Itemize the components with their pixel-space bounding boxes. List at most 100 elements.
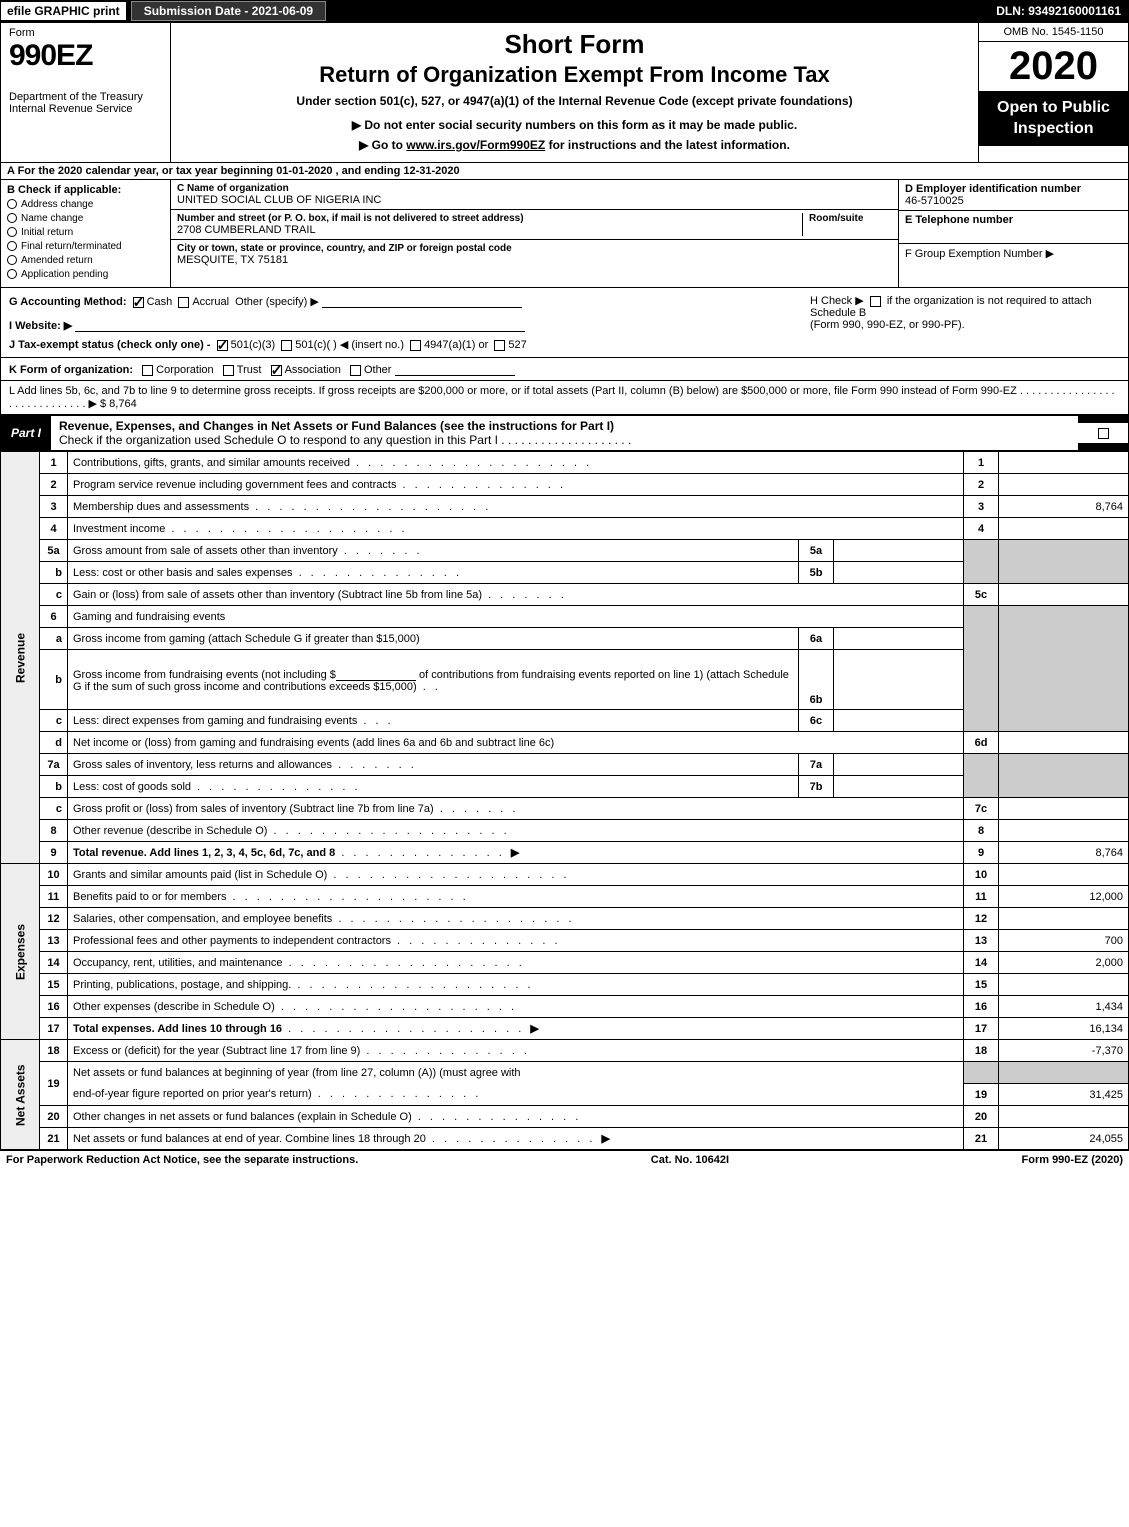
chk-501c3[interactable] [217,340,228,351]
line-1-value [999,452,1129,474]
line-8-value [999,820,1129,842]
line-3-value: 8,764 [999,496,1129,518]
form-number: 990EZ [9,39,162,73]
line-13-value: 700 [999,930,1129,952]
line-12-value [999,908,1129,930]
ein-value: 46-5710025 [905,195,1122,207]
chk-final-return[interactable]: Final return/terminated [7,241,164,252]
line-20-value [999,1106,1129,1128]
line-16-value: 1,434 [999,996,1129,1018]
col-b-checkboxes: B Check if applicable: Address change Na… [1,180,171,287]
city-state-zip: MESQUITE, TX 75181 [177,254,892,266]
line-5b-value [834,562,964,584]
line-6d-value [999,732,1129,754]
street-label: Number and street (or P. O. box, if mail… [177,213,802,224]
row-l: L Add lines 5b, 6c, and 7b to line 9 to … [0,381,1129,415]
line-19-value: 31,425 [999,1084,1129,1106]
chk-trust[interactable] [223,365,234,376]
open-public-inspection: Open to Public Inspection [979,92,1128,146]
line-6b-value [834,650,964,710]
efile-print-btn[interactable]: efile GRAPHIC print [0,1,127,21]
street-address: 2708 CUMBERLAND TRAIL [177,224,802,236]
part-1-header: Part I Revenue, Expenses, and Changes in… [0,415,1129,451]
line-14-value: 2,000 [999,952,1129,974]
chk-527[interactable] [494,340,505,351]
chk-schedule-o-part1[interactable] [1098,428,1109,439]
chk-address-change[interactable]: Address change [7,199,164,210]
revenue-label: Revenue [1,452,40,864]
part-1-label: Part I [1,423,51,443]
other-org-input[interactable] [395,362,515,376]
name-label: C Name of organization [177,183,892,194]
form-ref: Form 990-EZ (2020) [1022,1154,1124,1166]
website-input[interactable] [75,318,525,332]
line-5c-value [999,584,1129,606]
chk-other-org[interactable] [350,365,361,376]
line-4-value [999,518,1129,540]
h-block: H Check ▶ if the organization is not req… [810,294,1120,351]
dept-treasury: Department of the Treasury [9,91,162,103]
goto-link[interactable]: www.irs.gov/Form990EZ [406,138,545,152]
ein-label: D Employer identification number [905,183,1122,195]
chk-schedule-b-not-required[interactable] [870,296,881,307]
expenses-label: Expenses [1,864,40,1040]
6b-amount-input[interactable] [336,667,416,681]
chk-4947[interactable] [410,340,421,351]
chk-name-change[interactable]: Name change [7,213,164,224]
tax-year: 2020 [979,42,1128,92]
line-6a-value [834,628,964,650]
goto-line: ▶ Go to www.irs.gov/Form990EZ for instru… [181,138,968,152]
col-b-header: B Check if applicable: [7,184,164,196]
line-2-value [999,474,1129,496]
phone-label: E Telephone number [905,214,1122,226]
row-a-tax-year: A For the 2020 calendar year, or tax yea… [0,163,1129,180]
org-name: UNITED SOCIAL CLUB OF NIGERIA INC [177,194,892,206]
col-c-org-details: C Name of organization UNITED SOCIAL CLU… [171,180,898,287]
chk-accrual[interactable] [178,297,189,308]
lines-table: Revenue 1 Contributions, gifts, grants, … [0,451,1129,1150]
line-17-value: 16,134 [999,1018,1129,1040]
part-1-title: Revenue, Expenses, and Changes in Net As… [51,416,1078,450]
j-label: J Tax-exempt status (check only one) - [9,339,211,351]
chk-corp[interactable] [142,365,153,376]
line-6c-value [834,710,964,732]
net-assets-label: Net Assets [1,1040,40,1150]
row-k: K Form of organization: Corporation Trus… [0,358,1129,381]
gross-receipts-value: $ 8,764 [100,398,137,410]
line-21-value: 24,055 [999,1128,1129,1150]
top-bar: efile GRAPHIC print Submission Date - 20… [0,0,1129,22]
short-form-title: Short Form [181,29,968,60]
page-footer: For Paperwork Reduction Act Notice, see … [0,1150,1129,1169]
chk-cash[interactable] [133,297,144,308]
col-d-ein: D Employer identification number 46-5710… [898,180,1128,287]
line-15-value [999,974,1129,996]
form-label: Form [9,27,162,39]
city-label: City or town, state or province, country… [177,243,892,254]
chk-application-pending[interactable]: Application pending [7,269,164,280]
paperwork-notice: For Paperwork Reduction Act Notice, see … [6,1154,358,1166]
return-title: Return of Organization Exempt From Incom… [181,62,968,88]
org-info-box: B Check if applicable: Address change Na… [0,180,1129,288]
chk-assoc[interactable] [271,365,282,376]
i-website-label: I Website: ▶ [9,320,72,332]
line-7a-value [834,754,964,776]
form-header: Form 990EZ Department of the Treasury In… [0,22,1129,163]
line-9-value: 8,764 [999,842,1129,864]
goto-pre: ▶ Go to [359,138,406,152]
g-h-i-j-block: G Accounting Method: Cash Accrual Other … [0,288,1129,358]
dln: DLN: 93492160001161 [996,4,1129,18]
line-7b-value [834,776,964,798]
line-7c-value [999,798,1129,820]
chk-amended-return[interactable]: Amended return [7,255,164,266]
under-section: Under section 501(c), 527, or 4947(a)(1)… [181,94,968,108]
omb-number: OMB No. 1545-1150 [979,23,1128,42]
g-label: G Accounting Method: [9,296,127,308]
chk-initial-return[interactable]: Initial return [7,227,164,238]
goto-post: for instructions and the latest informat… [545,138,790,152]
submission-date: Submission Date - 2021-06-09 [131,1,326,21]
chk-501c[interactable] [281,340,292,351]
cat-no: Cat. No. 10642I [651,1154,729,1166]
other-method-input[interactable] [322,294,522,308]
group-exemption-label: F Group Exemption Number ▶ [905,247,1122,260]
room-label: Room/suite [809,213,892,224]
